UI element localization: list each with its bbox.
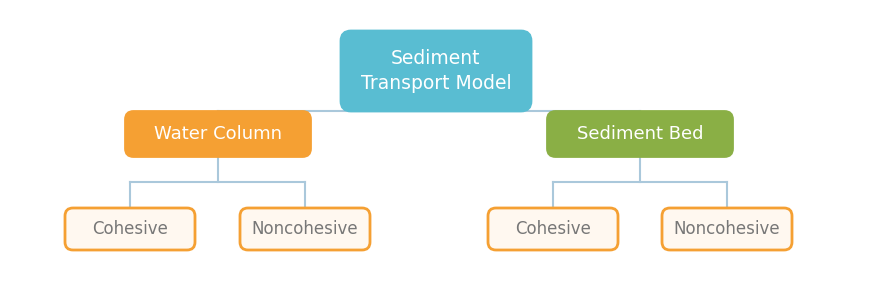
Text: Sediment Bed: Sediment Bed [577, 125, 704, 143]
Text: Cohesive: Cohesive [515, 220, 591, 238]
Text: Water Column: Water Column [154, 125, 282, 143]
FancyBboxPatch shape [662, 208, 792, 250]
Text: Noncohesive: Noncohesive [251, 220, 358, 238]
FancyBboxPatch shape [341, 31, 531, 111]
FancyBboxPatch shape [488, 208, 618, 250]
Text: Sediment
Transport Model: Sediment Transport Model [361, 49, 512, 93]
FancyBboxPatch shape [240, 208, 370, 250]
FancyBboxPatch shape [126, 112, 311, 157]
FancyBboxPatch shape [547, 112, 732, 157]
Text: Cohesive: Cohesive [92, 220, 168, 238]
FancyBboxPatch shape [65, 208, 195, 250]
Text: Noncohesive: Noncohesive [674, 220, 780, 238]
